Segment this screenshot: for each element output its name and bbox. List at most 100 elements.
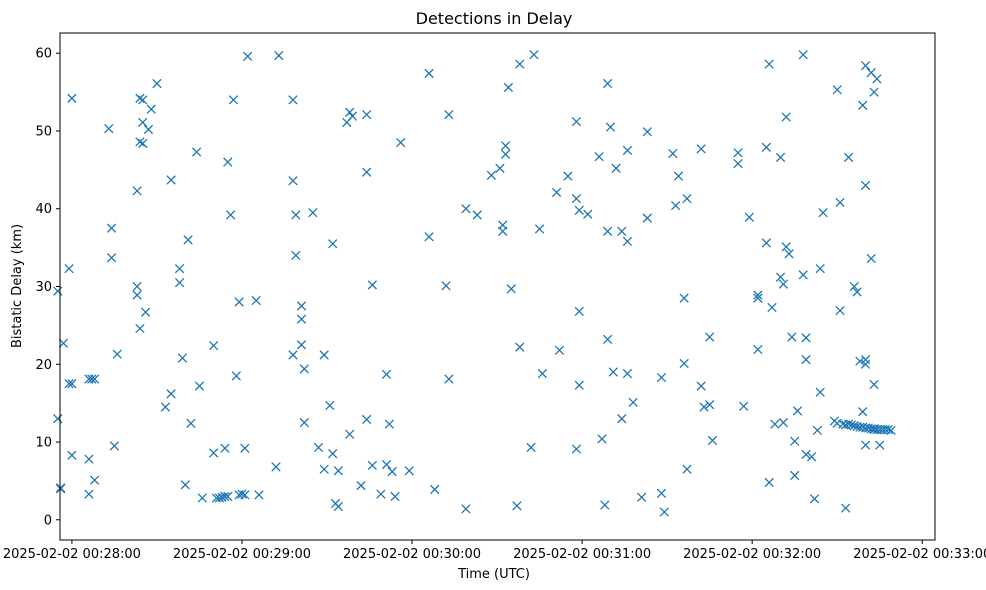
data-point-marker — [858, 100, 868, 110]
data-point-marker — [430, 484, 440, 495]
data-point-marker — [319, 350, 329, 360]
y-axis-ticks: 0 10 20 30 40 50 60 — [35, 47, 60, 528]
data-point-marker — [622, 145, 633, 156]
data-point-marker — [225, 210, 236, 220]
data-point-marker — [792, 406, 803, 416]
data-point-marker — [345, 429, 355, 439]
data-point-marker — [138, 117, 148, 128]
data-point-marker — [784, 249, 794, 259]
data-point-marker — [835, 305, 845, 316]
data-point-marker — [670, 200, 681, 211]
data-point-marker — [288, 350, 298, 360]
data-point-marker — [333, 466, 344, 476]
data-point-marker — [628, 397, 638, 408]
y-tick-label: 20 — [35, 358, 52, 373]
data-point-marker — [529, 50, 539, 60]
data-point-marker — [55, 484, 66, 494]
data-point-marker — [132, 186, 142, 196]
data-point-marker — [67, 379, 77, 389]
data-point-marker — [571, 444, 582, 454]
data-point-marker — [313, 442, 324, 453]
data-point-marker — [753, 290, 763, 300]
data-point-marker — [228, 95, 239, 105]
data-point-marker — [636, 492, 647, 502]
data-point-marker — [608, 367, 618, 377]
data-point-marker — [109, 441, 120, 451]
data-point-marker — [798, 50, 808, 60]
data-point-marker — [605, 122, 616, 132]
data-point-marker — [381, 369, 392, 380]
data-point-marker — [461, 504, 471, 514]
plot-frame — [59, 32, 936, 541]
data-point-marker — [761, 142, 772, 152]
data-point-marker — [733, 148, 743, 158]
data-point-marker — [197, 493, 207, 503]
data-point-marker — [781, 242, 791, 252]
data-point-marker — [622, 236, 633, 247]
data-point-marker — [251, 295, 261, 306]
data-point-marker — [707, 435, 718, 446]
data-point-marker — [571, 116, 582, 127]
data-point-marker — [594, 151, 604, 162]
data-point-marker — [832, 85, 842, 95]
data-point-marker — [611, 163, 621, 173]
data-point-marker — [739, 401, 749, 411]
data-point-marker — [296, 314, 307, 324]
data-point-marker — [237, 489, 247, 499]
data-point-marker — [242, 51, 253, 61]
data-point-marker — [87, 374, 97, 384]
data-point-marker — [875, 440, 885, 450]
x-tick-label: 2025-02-02 00:33:00 — [853, 547, 986, 562]
data-point-marker — [679, 293, 689, 303]
data-point-marker — [84, 454, 94, 464]
data-point-marker — [500, 149, 511, 159]
data-point-marker — [424, 68, 434, 79]
data-point-marker — [574, 380, 584, 390]
data-point-marker — [271, 462, 281, 472]
data-point-marker — [89, 475, 100, 485]
data-point-marker — [89, 374, 100, 384]
data-point-marker — [801, 449, 811, 460]
data-point-marker — [146, 104, 156, 114]
data-point-marker — [860, 359, 871, 369]
data-point-marker — [231, 371, 241, 381]
data-point-marker — [376, 489, 386, 499]
data-point-marker — [705, 400, 715, 410]
data-point-marker — [699, 402, 709, 412]
x-tick-label: 2025-02-02 00:29:00 — [173, 547, 311, 562]
data-point-marker — [347, 111, 358, 121]
data-point-marker — [733, 158, 743, 169]
data-point-marker — [328, 449, 338, 459]
data-point-marker — [191, 147, 202, 157]
data-point-marker — [299, 417, 309, 428]
data-point-marker — [781, 112, 791, 122]
data-point-marker — [132, 290, 142, 300]
data-point-marker — [673, 171, 684, 181]
data-point-marker — [486, 170, 497, 180]
data-point-marker — [843, 152, 854, 163]
data-point-marker — [84, 489, 94, 499]
data-point-marker — [214, 493, 224, 503]
data-point-marker — [574, 205, 584, 215]
data-point-marker — [174, 277, 185, 288]
data-point-marker — [53, 414, 63, 424]
data-point-marker — [58, 338, 69, 348]
data-point-marker — [767, 302, 777, 313]
data-point-marker — [849, 421, 859, 431]
data-point-marker — [240, 490, 250, 500]
data-point-marker — [441, 281, 451, 291]
y-tick-label: 30 — [35, 280, 52, 295]
data-point-marker — [682, 464, 692, 474]
data-point-marker — [860, 440, 871, 450]
data-point-marker — [812, 425, 823, 436]
data-point-marker — [696, 144, 706, 154]
data-point-marker — [367, 460, 378, 471]
data-point-marker — [140, 307, 151, 317]
data-point-marker — [537, 368, 548, 379]
data-point-marker — [787, 332, 797, 342]
data-point-marker — [152, 78, 162, 89]
data-point-marker — [597, 434, 607, 444]
x-tick-label: 2025-02-02 00:30:00 — [343, 547, 481, 562]
data-point-marker — [571, 193, 582, 204]
